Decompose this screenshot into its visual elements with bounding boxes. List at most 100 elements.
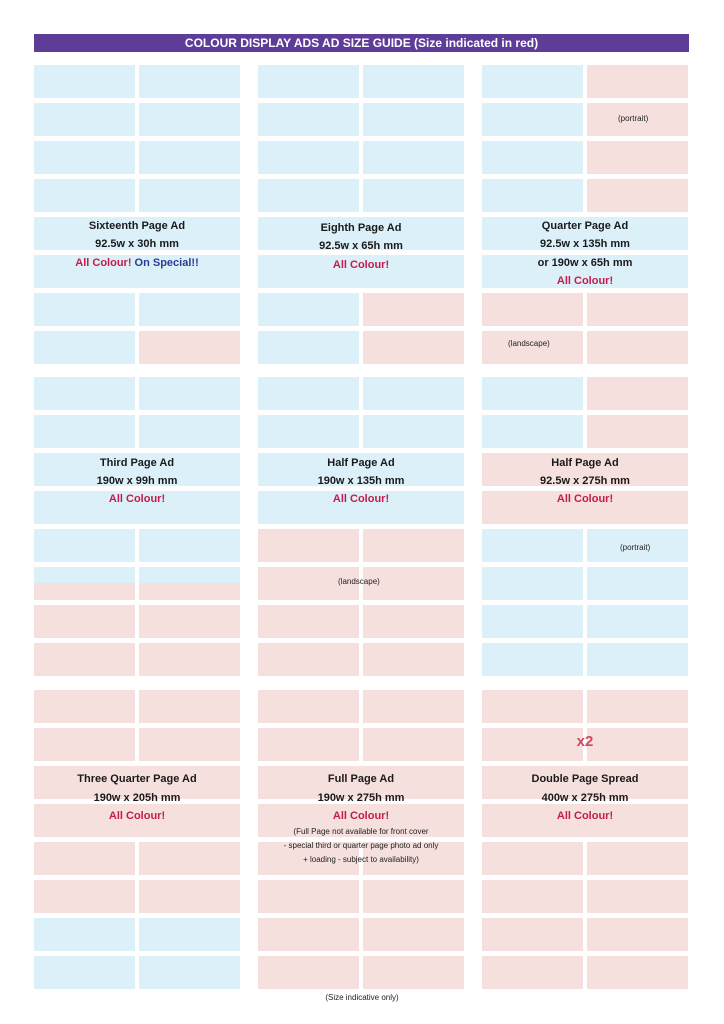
grid-cell [34, 583, 135, 600]
label-band [34, 766, 240, 799]
grid-cell [587, 567, 688, 600]
ad-panel-quarter-page: (portrait) Quarter Page Ad 92.5w x 135h … [482, 65, 688, 365]
grid-cell [587, 65, 688, 98]
grid-cell [587, 842, 688, 875]
all-colour-tag: All Colour! [75, 257, 132, 269]
grid-cell [482, 179, 583, 212]
ad-panel-full-page: Full Page Ad 190w x 275h mm All Colour! … [258, 690, 464, 990]
label-band [34, 255, 240, 288]
grid-cell [139, 880, 240, 913]
full-page-note-line: + loading - subject to availability) [303, 855, 419, 864]
all-colour-tag: All Colour! [556, 493, 614, 505]
grid-cell [139, 377, 240, 410]
ad-tags: All Colour! On Special!! [34, 257, 240, 270]
grid-cell [482, 842, 583, 875]
portrait-note: (portrait) [620, 543, 651, 552]
grid-cell [587, 956, 688, 989]
ad-panel-eighth-page: Eighth Page Ad 92.5w x 65h mm All Colour… [258, 65, 464, 365]
grid-cell [34, 918, 135, 951]
full-page-notes: (Full Page not available for front cover… [258, 825, 464, 867]
grid-cell [139, 141, 240, 174]
grid-cell [587, 605, 688, 638]
grid-cell [139, 529, 240, 562]
grid-cell [363, 529, 464, 562]
ad-size: 190w x 205h mm [93, 792, 181, 804]
grid-cell [34, 103, 135, 136]
label-band [258, 255, 464, 288]
full-page-note-line: - special third or quarter page photo ad… [283, 841, 439, 850]
grid-cell [139, 583, 240, 600]
grid-cell [363, 605, 464, 638]
ad-size: 190w x 135h mm [317, 475, 405, 487]
grid-cell [363, 728, 464, 761]
grid-cell [34, 415, 135, 448]
grid-cell [482, 690, 583, 723]
label-band [482, 217, 688, 250]
grid-cell [258, 842, 359, 875]
label-band [258, 766, 464, 799]
all-colour-tag: All Colour! [556, 810, 614, 822]
all-colour-tag: All Colour! [332, 493, 390, 505]
ad-panel-three-quarter-page: Three Quarter Page Ad 190w x 205h mm All… [34, 690, 240, 990]
label-band [482, 766, 688, 799]
ad-size: 92.5w x 275h mm [540, 475, 630, 487]
grid-cell [363, 690, 464, 723]
grid-cell [34, 605, 135, 638]
grid-cell [258, 956, 359, 989]
grid-cell [587, 103, 688, 136]
grid-cell [258, 918, 359, 951]
grid-cell [363, 331, 464, 364]
grid-cell [482, 728, 583, 761]
grid-cell [258, 728, 359, 761]
label-band [482, 453, 688, 486]
ad-size-alt: or 190w x 65h mm [537, 257, 633, 269]
grid-cell [587, 690, 688, 723]
ad-panel-double-page-spread: x2 Double Page Spread 400w x 275h mm All… [482, 690, 688, 990]
grid-cell [482, 415, 583, 448]
label-band [482, 491, 688, 524]
grid-cell [139, 842, 240, 875]
grid-cell [34, 956, 135, 989]
grid-cell [363, 880, 464, 913]
ad-name: Full Page Ad [327, 773, 395, 785]
grid-cell [34, 690, 135, 723]
grid-cell [139, 103, 240, 136]
grid-cell [482, 103, 583, 136]
label-band [258, 217, 464, 250]
grid-cell [34, 293, 135, 326]
label-band [34, 453, 240, 486]
label-band [258, 804, 464, 837]
grid-cell [482, 956, 583, 989]
grid-cell [587, 728, 688, 761]
grid-cell [482, 65, 583, 98]
grid-cell [34, 331, 135, 364]
grid-cell [363, 141, 464, 174]
all-colour-tag: All Colour! [332, 810, 390, 822]
grid-cell [139, 956, 240, 989]
label-band [34, 491, 240, 524]
grid-cell [482, 880, 583, 913]
grid-cell [587, 415, 688, 448]
multiplier-label: x2 [576, 733, 594, 750]
ad-name: Half Page Ad [551, 457, 619, 469]
all-colour-tag: All Colour! [556, 275, 614, 287]
grid-cell [363, 956, 464, 989]
grid-cell [139, 690, 240, 723]
grid-cell [587, 880, 688, 913]
ad-name: Sixteenth Page Ad [88, 220, 186, 232]
grid-cell [34, 643, 135, 676]
grid-cell [258, 880, 359, 913]
grid-cell [139, 918, 240, 951]
grid-cell [139, 179, 240, 212]
grid-cell [587, 179, 688, 212]
grid-cell [482, 567, 583, 600]
ad-size: 190w x 99h mm [96, 475, 178, 487]
label-band [258, 491, 464, 524]
ad-size: 92.5w x 30h mm [95, 238, 179, 250]
ad-size: 190w x 275h mm [317, 792, 405, 804]
grid-cell [139, 605, 240, 638]
grid-cell [139, 65, 240, 98]
grid-cell [139, 567, 240, 583]
grid-cell [587, 643, 688, 676]
ad-size: 92.5w x 135h mm [540, 238, 630, 250]
